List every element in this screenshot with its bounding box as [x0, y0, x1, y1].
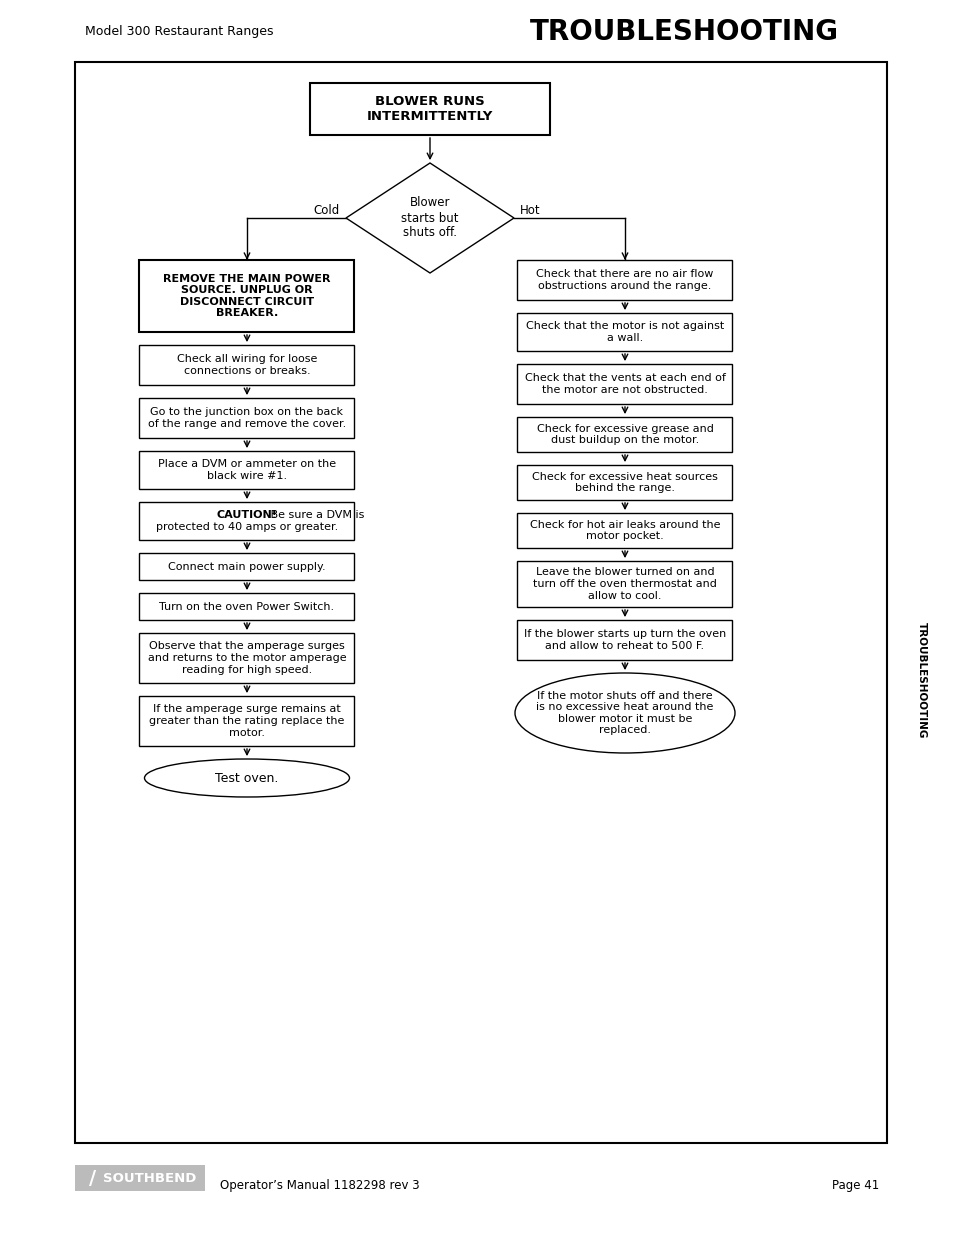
Text: protected to 40 amps or greater.: protected to 40 amps or greater. — [155, 521, 337, 532]
Bar — [139, 345, 355, 385]
Bar — [517, 620, 732, 659]
Bar — [139, 593, 355, 620]
Bar — [75, 1165, 205, 1191]
Bar — [139, 553, 355, 580]
Text: Check for excessive heat sources
behind the range.: Check for excessive heat sources behind … — [532, 472, 718, 493]
Text: Be sure a DVM is: Be sure a DVM is — [267, 510, 364, 520]
Bar — [310, 83, 550, 135]
Text: Connect main power supply.: Connect main power supply. — [168, 562, 326, 572]
Text: /: / — [90, 1168, 96, 1188]
Text: If the blower starts up turn the oven
and allow to reheat to 500 F.: If the blower starts up turn the oven an… — [523, 629, 725, 651]
Text: Check that there are no air flow
obstructions around the range.: Check that there are no air flow obstruc… — [536, 269, 713, 290]
Text: Go to the junction box on the back
of the range and remove the cover.: Go to the junction box on the back of th… — [148, 408, 346, 429]
Text: Leave the blower turned on and
turn off the oven thermostat and
allow to cool.: Leave the blower turned on and turn off … — [533, 567, 717, 600]
Text: If the amperage surge remains at
greater than the rating replace the
motor.: If the amperage surge remains at greater… — [150, 704, 344, 737]
Text: TROUBLESHOOTING: TROUBLESHOOTING — [530, 19, 838, 46]
Bar — [75, 62, 886, 1144]
Text: TROUBLESHOOTING: TROUBLESHOOTING — [916, 621, 926, 739]
Text: Blower
starts but
shuts off.: Blower starts but shuts off. — [401, 196, 458, 240]
Bar — [139, 501, 355, 540]
Bar — [517, 561, 732, 606]
Bar — [139, 697, 355, 746]
Bar — [517, 261, 732, 300]
Text: Page 41: Page 41 — [831, 1178, 878, 1192]
Bar — [517, 513, 732, 548]
Text: Check that the motor is not against
a wall.: Check that the motor is not against a wa… — [525, 321, 723, 343]
Bar — [139, 261, 355, 332]
Bar — [517, 417, 732, 452]
Text: Cold: Cold — [314, 205, 339, 217]
Text: Model 300 Restaurant Ranges: Model 300 Restaurant Ranges — [85, 26, 274, 38]
Polygon shape — [346, 163, 514, 273]
Text: Hot: Hot — [519, 205, 540, 217]
Text: Observe that the amperage surges
and returns to the motor amperage
reading for h: Observe that the amperage surges and ret… — [148, 641, 346, 674]
Text: If the motor shuts off and there
is no excessive heat around the
blower motor it: If the motor shuts off and there is no e… — [536, 690, 713, 735]
Bar — [139, 451, 355, 489]
Ellipse shape — [515, 673, 734, 753]
Bar — [139, 398, 355, 438]
Text: Test oven.: Test oven. — [215, 772, 278, 784]
Text: REMOVE THE MAIN POWER
SOURCE. UNPLUG OR
DISCONNECT CIRCUIT
BREAKER.: REMOVE THE MAIN POWER SOURCE. UNPLUG OR … — [163, 274, 331, 319]
Bar — [517, 364, 732, 404]
Bar — [139, 634, 355, 683]
Text: Turn on the oven Power Switch.: Turn on the oven Power Switch. — [159, 601, 335, 611]
Text: Place a DVM or ammeter on the
black wire #1.: Place a DVM or ammeter on the black wire… — [158, 459, 335, 480]
Text: Check for hot air leaks around the
motor pocket.: Check for hot air leaks around the motor… — [529, 520, 720, 541]
Text: Check that the vents at each end of
the motor are not obstructed.: Check that the vents at each end of the … — [524, 373, 724, 395]
Text: BLOWER RUNS
INTERMITTENTLY: BLOWER RUNS INTERMITTENTLY — [366, 95, 493, 124]
Text: Check for excessive grease and
dust buildup on the motor.: Check for excessive grease and dust buil… — [536, 424, 713, 446]
Ellipse shape — [144, 760, 349, 797]
Bar — [517, 466, 732, 500]
Text: Check all wiring for loose
connections or breaks.: Check all wiring for loose connections o… — [176, 354, 316, 375]
Text: CAUTION!: CAUTION! — [216, 510, 277, 520]
Bar — [517, 312, 732, 351]
Text: Operator’s Manual 1182298 rev 3: Operator’s Manual 1182298 rev 3 — [220, 1178, 419, 1192]
Text: SOUTHBEND: SOUTHBEND — [103, 1172, 196, 1184]
